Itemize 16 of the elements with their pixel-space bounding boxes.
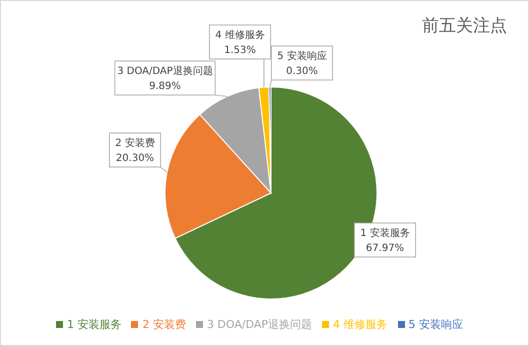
slice-label: 3 DOA/DAP退换问题 (117, 65, 213, 77)
data-label: 20.30% (116, 153, 154, 164)
slice-label: 4 维修服务 (215, 29, 265, 41)
data-label: 67.97% (366, 243, 404, 254)
slice-label: 1 安装服务 (360, 227, 410, 239)
legend-label: 2 安装费 (142, 318, 186, 331)
legend-label: 3 DOA/DAP退换问题 (206, 318, 312, 331)
data-label: 1.53% (224, 45, 256, 56)
slice-label: 2 安装费 (115, 137, 155, 149)
chart-title: 前五关注点 (422, 15, 507, 37)
legend-label: 1 安装服务 (66, 318, 122, 331)
data-label: 9.89% (149, 81, 181, 92)
data-label: 0.30% (286, 66, 318, 77)
legend-label: 4 维修服务 (333, 318, 388, 331)
slice-label: 5 安装响应 (277, 50, 327, 62)
legend-label: 5 安装响应 (408, 318, 464, 331)
